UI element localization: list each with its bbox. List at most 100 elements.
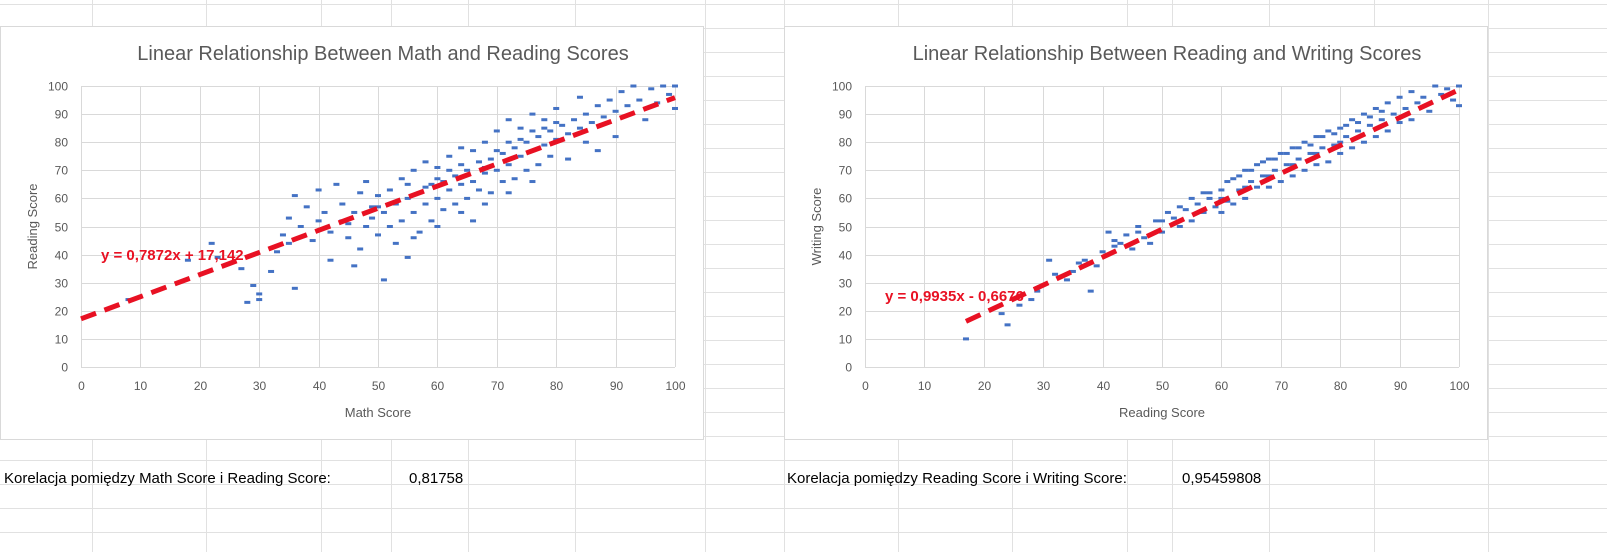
chart1-point-35 bbox=[369, 216, 376, 220]
chart2-point-24 bbox=[1159, 230, 1165, 234]
chart1-point-102 bbox=[576, 126, 583, 130]
chart1-x-tick-80: 80 bbox=[550, 379, 564, 393]
chart2-point-74 bbox=[1372, 135, 1379, 139]
chart1-point-32 bbox=[363, 225, 370, 228]
chart1-point-92 bbox=[541, 143, 548, 147]
chart2-point-109 bbox=[1343, 123, 1350, 127]
chart2-point-34 bbox=[1218, 188, 1225, 192]
chart1-point-37 bbox=[375, 194, 381, 198]
chart2-x-tick-60: 60 bbox=[1215, 379, 1229, 393]
chart2-point-27 bbox=[1176, 225, 1183, 228]
chart2-point-114 bbox=[1289, 163, 1296, 167]
chart2-point-80 bbox=[1396, 121, 1403, 125]
chart2-point-6 bbox=[1046, 258, 1053, 262]
chart2-point-0 bbox=[962, 337, 969, 341]
chart1-y-tick-80: 80 bbox=[55, 136, 69, 150]
chart1-point-104 bbox=[582, 112, 589, 116]
chart2-point-106 bbox=[1271, 157, 1278, 161]
chart1-point-64 bbox=[458, 182, 465, 186]
chart1-y-tick-70: 70 bbox=[55, 164, 69, 178]
chart1-point-4 bbox=[238, 267, 245, 271]
chart1-point-19 bbox=[315, 188, 322, 192]
chart1-point-33 bbox=[363, 180, 370, 184]
chart1-point-108 bbox=[594, 149, 601, 153]
chart1-y-tick-20: 20 bbox=[55, 305, 69, 319]
chart2-point-87 bbox=[1432, 84, 1439, 88]
chart1-point-131 bbox=[434, 177, 441, 181]
chart1-point-115 bbox=[630, 84, 637, 88]
chart2-point-67 bbox=[1349, 118, 1356, 122]
chart2-point-18 bbox=[1123, 233, 1130, 237]
chart1-point-101 bbox=[571, 118, 578, 122]
chart2-point-26 bbox=[1170, 216, 1177, 220]
chart2-y-tick-0: 0 bbox=[845, 361, 852, 375]
chart2-y-tick-30: 30 bbox=[839, 277, 853, 291]
chart2-point-108 bbox=[1319, 135, 1326, 139]
chart1-point-100 bbox=[565, 157, 572, 161]
chart2-point-44 bbox=[1254, 163, 1261, 167]
chart1-point-74 bbox=[487, 157, 494, 161]
chart2-point-102 bbox=[1176, 205, 1183, 209]
chart1-y-tick-40: 40 bbox=[55, 249, 69, 263]
chart2-point-5 bbox=[1034, 289, 1041, 293]
chart1-x-tick-0: 0 bbox=[78, 379, 85, 393]
chart1-point-144 bbox=[529, 180, 536, 184]
chart1-point-75 bbox=[487, 191, 494, 195]
chart1-point-107 bbox=[594, 104, 601, 108]
chart2-x-tick-50: 50 bbox=[1156, 379, 1170, 393]
chart1-trendline bbox=[80, 95, 676, 322]
chart2-y-tick-100: 100 bbox=[832, 80, 852, 94]
chart1-point-10 bbox=[274, 250, 281, 254]
chart2-point-23 bbox=[1153, 219, 1160, 223]
chart1-x-tick-70: 70 bbox=[491, 379, 505, 393]
chart2-point-90 bbox=[1450, 98, 1457, 102]
correlation-label-math-reading: Korelacja pomiędzy Math Score i Reading … bbox=[4, 470, 331, 487]
chart2-point-2 bbox=[1004, 323, 1011, 327]
chart2-point-55 bbox=[1301, 140, 1308, 144]
chart1-point-77 bbox=[493, 129, 500, 133]
chart2-point-38 bbox=[1230, 202, 1237, 206]
chart2-point-66 bbox=[1343, 135, 1350, 139]
chart1-point-61 bbox=[446, 154, 453, 158]
chart2-point-35 bbox=[1218, 210, 1225, 214]
chart1-point-84 bbox=[517, 154, 524, 158]
chart1-point-34 bbox=[369, 205, 376, 209]
chart1-y-tick-30: 30 bbox=[55, 277, 69, 291]
chart1-point-60 bbox=[446, 188, 453, 192]
chart1-point-9 bbox=[268, 269, 275, 273]
chart2-point-110 bbox=[1366, 115, 1373, 119]
chart2-point-4 bbox=[1028, 298, 1035, 302]
chart2-point-76 bbox=[1384, 101, 1391, 105]
chart1-point-48 bbox=[410, 210, 417, 214]
chart1-y-tick-50: 50 bbox=[55, 221, 69, 235]
chart1-point-137 bbox=[541, 126, 548, 130]
chart2-point-75 bbox=[1378, 118, 1385, 122]
chart1-point-43 bbox=[392, 241, 399, 245]
chart1-point-141 bbox=[458, 210, 465, 214]
chart2-y-axis-label: Writing Score bbox=[809, 188, 824, 266]
chart2-point-61 bbox=[1325, 129, 1332, 133]
chart1-point-79 bbox=[499, 180, 506, 184]
chart2-point-63 bbox=[1331, 143, 1338, 147]
chart2-x-tick-80: 80 bbox=[1334, 379, 1348, 393]
chart2-point-70 bbox=[1360, 112, 1367, 116]
chart-math-reading[interactable]: Linear Relationship Between Math and Rea… bbox=[0, 26, 704, 440]
chart1-point-41 bbox=[386, 225, 393, 228]
chart2-point-77 bbox=[1384, 129, 1391, 133]
chart1-point-91 bbox=[535, 163, 542, 167]
chart2-point-68 bbox=[1349, 146, 1356, 150]
chart1-point-57 bbox=[434, 165, 441, 169]
chart1-point-139 bbox=[410, 236, 417, 240]
chart1-point-128 bbox=[446, 168, 453, 172]
chart1-point-130 bbox=[529, 129, 536, 133]
chart2-point-81 bbox=[1402, 106, 1409, 110]
chart2-x-tick-0: 0 bbox=[862, 379, 869, 393]
chart1-point-40 bbox=[386, 188, 393, 192]
chart2-y-tick-70: 70 bbox=[839, 164, 853, 178]
chart2-point-22 bbox=[1147, 241, 1154, 245]
chart-reading-writing[interactable]: Linear Relationship Between Reading and … bbox=[784, 26, 1488, 440]
chart2-point-65 bbox=[1337, 151, 1344, 155]
chart2-point-29 bbox=[1188, 219, 1195, 223]
chart2-y-tick-20: 20 bbox=[839, 305, 853, 319]
chart2-point-89 bbox=[1444, 87, 1451, 91]
